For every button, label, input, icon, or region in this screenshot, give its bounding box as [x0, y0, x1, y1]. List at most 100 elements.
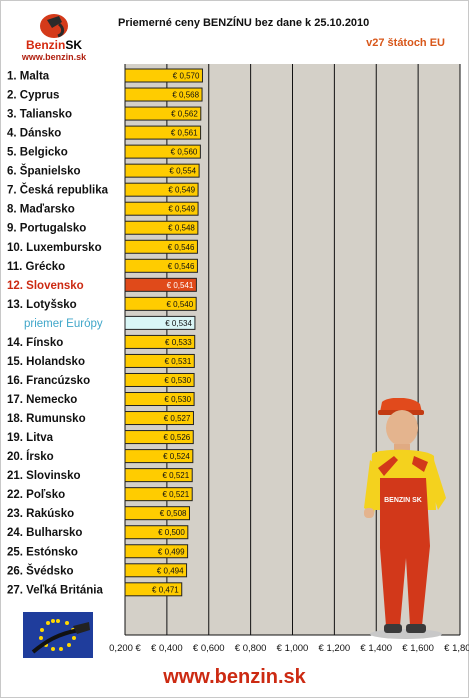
- logo-url: www.benzin.sk: [21, 52, 87, 62]
- bar: [124, 506, 190, 521]
- x-axis-ticks: 0,200 € € 0,400 € 0,600 € 0,800 € 1,000 € 1,2…: [109, 643, 469, 654]
- fuel-nozzle-icon: [40, 14, 68, 38]
- category-label: 13. Lotyšsko: [7, 299, 77, 311]
- bar-value-label: € 0,549: [168, 205, 195, 214]
- category-label: 1. Malta: [7, 71, 50, 83]
- bar: [124, 277, 197, 292]
- x-tick-label: € 0,400: [151, 643, 183, 654]
- x-tick-label: € 1,000: [277, 643, 309, 654]
- bar: [124, 296, 197, 311]
- bar-value-label: € 0,471: [152, 585, 179, 594]
- category-label: 11. Grécko: [7, 261, 65, 273]
- bar-value-label: € 0,524: [163, 452, 190, 461]
- x-tick-label: € 1,400: [360, 643, 392, 654]
- worker-illustration: BENZIN SK: [364, 398, 446, 639]
- bar: [124, 125, 202, 140]
- bar: [124, 392, 195, 407]
- category-label: priemer Európy: [24, 318, 103, 330]
- bar: [124, 372, 195, 387]
- bar-value-label: € 0,568: [172, 91, 199, 100]
- bar: [124, 487, 193, 502]
- category-label: 23. Rakúsko: [7, 508, 74, 520]
- category-labels: 1. Malta 2. Cyprus 3. Taliansko 4. Dánsko 5.…: [7, 71, 109, 597]
- category-label: 25. Estónsko: [7, 546, 78, 558]
- bar: [124, 87, 203, 102]
- chart-subtitle: v27 štátoch EU: [366, 37, 445, 49]
- bar-value-label: € 0,561: [171, 129, 198, 138]
- bar-value-label: € 0,540: [166, 300, 193, 309]
- category-label: 21. Slovinsko: [7, 470, 81, 482]
- category-label: 6. Španielsko: [7, 165, 81, 178]
- bar: [124, 315, 196, 330]
- category-label: 18. Rumunsko: [7, 413, 86, 425]
- category-label: 10. Luxembursko: [7, 242, 102, 254]
- category-label: 3. Taliansko: [7, 109, 72, 121]
- bar: [124, 525, 189, 540]
- bar-value-label: € 0,527: [164, 414, 191, 423]
- category-label: 7. Česká republika: [7, 184, 109, 197]
- category-label: 4. Dánsko: [7, 128, 61, 140]
- bar-value-label: € 0,554: [169, 167, 196, 176]
- bar: [124, 563, 188, 578]
- bar: [124, 106, 202, 121]
- category-label: 9. Portugalsko: [7, 223, 86, 235]
- category-label: 12. Slovensko: [7, 280, 84, 292]
- eu-flag-image: [23, 612, 93, 658]
- x-tick-label: € 1,200: [319, 643, 351, 654]
- bar: [124, 220, 199, 235]
- bar: [124, 258, 198, 273]
- bar: [124, 353, 195, 368]
- bar-value-label: € 0,570: [173, 72, 200, 81]
- bar-value-label: € 0,521: [163, 490, 190, 499]
- category-label: 22. Poľsko: [7, 489, 65, 501]
- bar-value-label: € 0,494: [157, 566, 184, 575]
- bar-value-label: € 0,508: [160, 509, 187, 518]
- x-tick-label: 0,200 €: [109, 643, 141, 654]
- category-label: 20. Írsko: [7, 450, 54, 463]
- bar-value-label: € 0,546: [168, 243, 195, 252]
- bar-value-label: € 0,500: [158, 528, 185, 537]
- x-tick-label: € 0,600: [193, 643, 225, 654]
- x-tick-label: € 0,800: [235, 643, 267, 654]
- category-label: 15. Holandsko: [7, 356, 85, 368]
- category-label: 17. Nemecko: [7, 394, 77, 406]
- bar-value-label: € 0,534: [165, 319, 192, 328]
- x-tick-label: € 1,800: [444, 643, 469, 654]
- bar: [124, 468, 193, 483]
- bars: € 0,570 € 0,568 € 0,562 € 0,561 € 0,560 € 0,5…: [124, 68, 203, 597]
- bar-value-label: € 0,526: [164, 433, 191, 442]
- x-tick-label: € 1,600: [402, 643, 434, 654]
- category-label: 14. Fínsko: [7, 337, 63, 349]
- bar-value-label: € 0,521: [163, 471, 190, 480]
- bar-value-label: € 0,562: [171, 110, 198, 119]
- bar-value-label: € 0,530: [164, 376, 191, 385]
- bar: [124, 544, 189, 559]
- category-label: 24. Bulharsko: [7, 527, 82, 539]
- bar: [124, 582, 183, 597]
- benzin-logo[interactable]: BenzinSK www.benzin.sk: [14, 10, 94, 66]
- category-label: 8. Maďarsko: [7, 204, 75, 216]
- bar-value-label: € 0,549: [168, 186, 195, 195]
- category-label: 27. Veľká Británia: [7, 584, 103, 596]
- bar: [124, 449, 194, 464]
- bar: [124, 68, 203, 83]
- bar-value-label: € 0,541: [167, 281, 194, 290]
- category-label: 19. Litva: [7, 432, 54, 444]
- worker-shirt-text: BENZIN SK: [384, 497, 422, 504]
- footer-url[interactable]: www.benzin.sk: [163, 666, 306, 688]
- category-label: 5. Belgicko: [7, 147, 68, 159]
- bar: [124, 182, 199, 197]
- bar: [124, 430, 194, 445]
- bar-value-label: € 0,531: [165, 357, 192, 366]
- bar-value-label: € 0,533: [165, 338, 192, 347]
- category-label: 26. Švédsko: [7, 564, 73, 577]
- logo-brand: BenzinSK: [25, 38, 82, 52]
- bar-value-label: € 0,560: [171, 148, 198, 157]
- bar: [124, 144, 201, 159]
- bar-value-label: € 0,546: [168, 262, 195, 271]
- bar-value-label: € 0,499: [158, 547, 185, 556]
- bar: [124, 201, 199, 216]
- bar-value-label: € 0,530: [164, 395, 191, 404]
- category-label: 2. Cyprus: [7, 90, 59, 102]
